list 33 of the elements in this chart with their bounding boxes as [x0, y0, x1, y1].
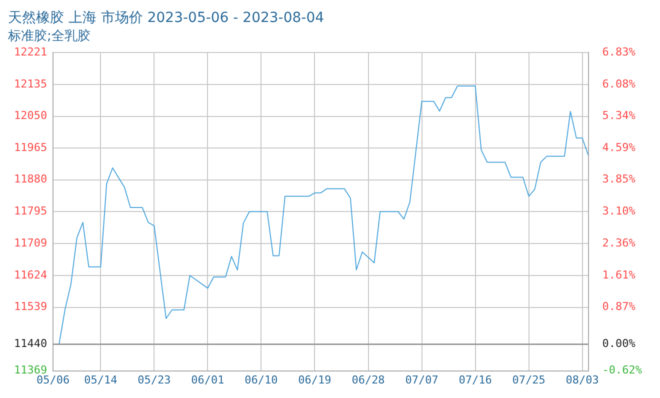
y2-tick-label: 2.36%: [602, 236, 636, 250]
y2-tick-label: 3.85%: [602, 172, 636, 186]
x-tick-label: 06/01: [191, 373, 224, 386]
y-tick-label: 12135: [14, 77, 48, 90]
x-tick-label: 06/10: [244, 373, 278, 386]
y2-tick-label: 0.00%: [602, 337, 636, 350]
y2-tick-label: 6.08%: [602, 77, 636, 90]
y2-tick-label: 6.83%: [602, 45, 636, 58]
y2-tick-label: 1.61%: [602, 268, 636, 282]
y2-tick-label: 0.87%: [602, 300, 636, 313]
y-tick-label: 11965: [14, 140, 48, 154]
x-tick-label: 06/19: [298, 373, 332, 386]
chart-subtitle: 标准胶;全乳胶: [7, 28, 90, 44]
y2-tick-label: 3.10%: [602, 204, 636, 218]
y-tick-label: 12221: [14, 45, 48, 58]
y2-tick-label: 5.34%: [602, 108, 636, 122]
y-tick-label: 12050: [14, 109, 48, 122]
y2-tick-label: -0.62%: [602, 364, 642, 377]
chart-title: 天然橡胶 上海 市场价 2023-05-06 - 2023-08-04: [8, 10, 324, 26]
x-tick-label: 08/03: [566, 373, 599, 386]
x-tick-label: 05/23: [138, 373, 171, 386]
y-tick-label: 11795: [14, 204, 48, 218]
x-tick-label: 07/07: [405, 373, 438, 386]
x-tick-label: 05/14: [84, 373, 118, 386]
y-tick-label: 11880: [14, 172, 48, 186]
y-tick-label: 11440: [14, 337, 48, 350]
x-tick-label: 07/25: [512, 373, 546, 386]
y2-tick-label: 4.59%: [602, 140, 636, 154]
y-tick-label: 11624: [14, 268, 48, 282]
y-tick-label: 11539: [14, 300, 48, 314]
x-tick-label: 06/28: [352, 373, 385, 386]
y-tick-label: 11709: [14, 236, 48, 250]
x-tick-label: 07/16: [458, 373, 492, 386]
